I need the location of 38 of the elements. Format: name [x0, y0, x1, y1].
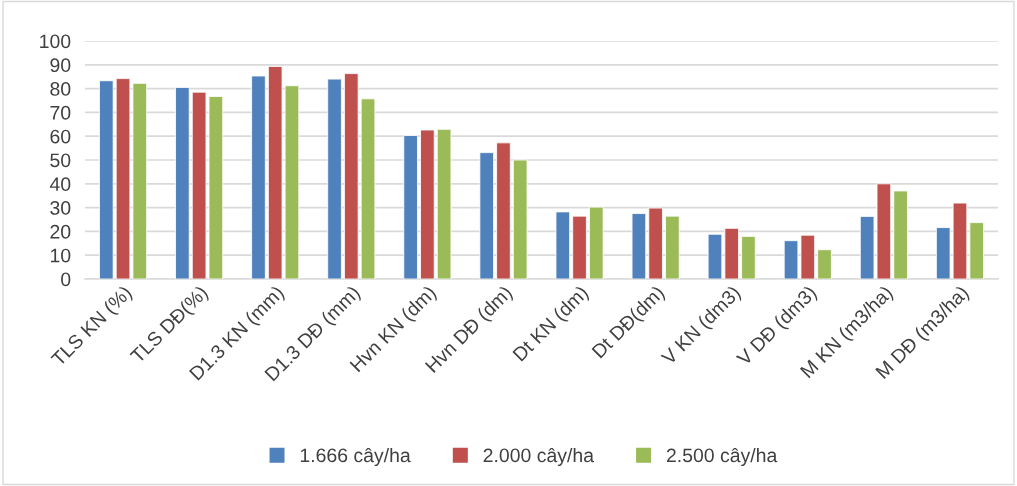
bar: [344, 73, 359, 279]
legend-label: 2.000 cây/ha: [483, 447, 595, 467]
y-tick-label: 40: [49, 177, 71, 192]
y-tick-label: 30: [50, 201, 71, 215]
bar: [496, 142, 511, 279]
y-tick-label: 0: [61, 272, 71, 287]
bar: [436, 128, 452, 279]
bar: [724, 227, 739, 279]
bar: [251, 75, 266, 279]
y-tick-label: 60: [50, 129, 71, 144]
bar: [893, 190, 908, 279]
bar: [479, 152, 494, 279]
bar: [512, 159, 528, 279]
bar: [648, 207, 663, 279]
bar: [665, 215, 680, 279]
y-tick-label: 70: [50, 105, 71, 120]
bar: [969, 222, 984, 279]
bar: [741, 235, 756, 279]
legend-label: 1.666 cây/ha: [300, 447, 411, 467]
bar: [99, 80, 114, 279]
y-tick-label: 90: [50, 58, 71, 73]
bar: [360, 98, 376, 279]
bar: [572, 215, 587, 279]
bar: [555, 211, 571, 279]
bar: [175, 86, 190, 279]
y-tick-label: 100: [40, 34, 71, 49]
bar: [327, 78, 342, 279]
y-tick-label: 20: [50, 224, 71, 239]
bar: [817, 249, 832, 279]
y-tick-label: 50: [50, 153, 71, 168]
y-tick-label: 10: [50, 248, 71, 263]
bar: [420, 129, 435, 279]
bar: [589, 206, 604, 279]
legend-label: 2.500 cây/ha: [666, 447, 778, 467]
bar: [707, 233, 723, 279]
bar: [403, 135, 418, 279]
bar: [631, 213, 647, 279]
y-tick-label: 80: [50, 82, 71, 96]
